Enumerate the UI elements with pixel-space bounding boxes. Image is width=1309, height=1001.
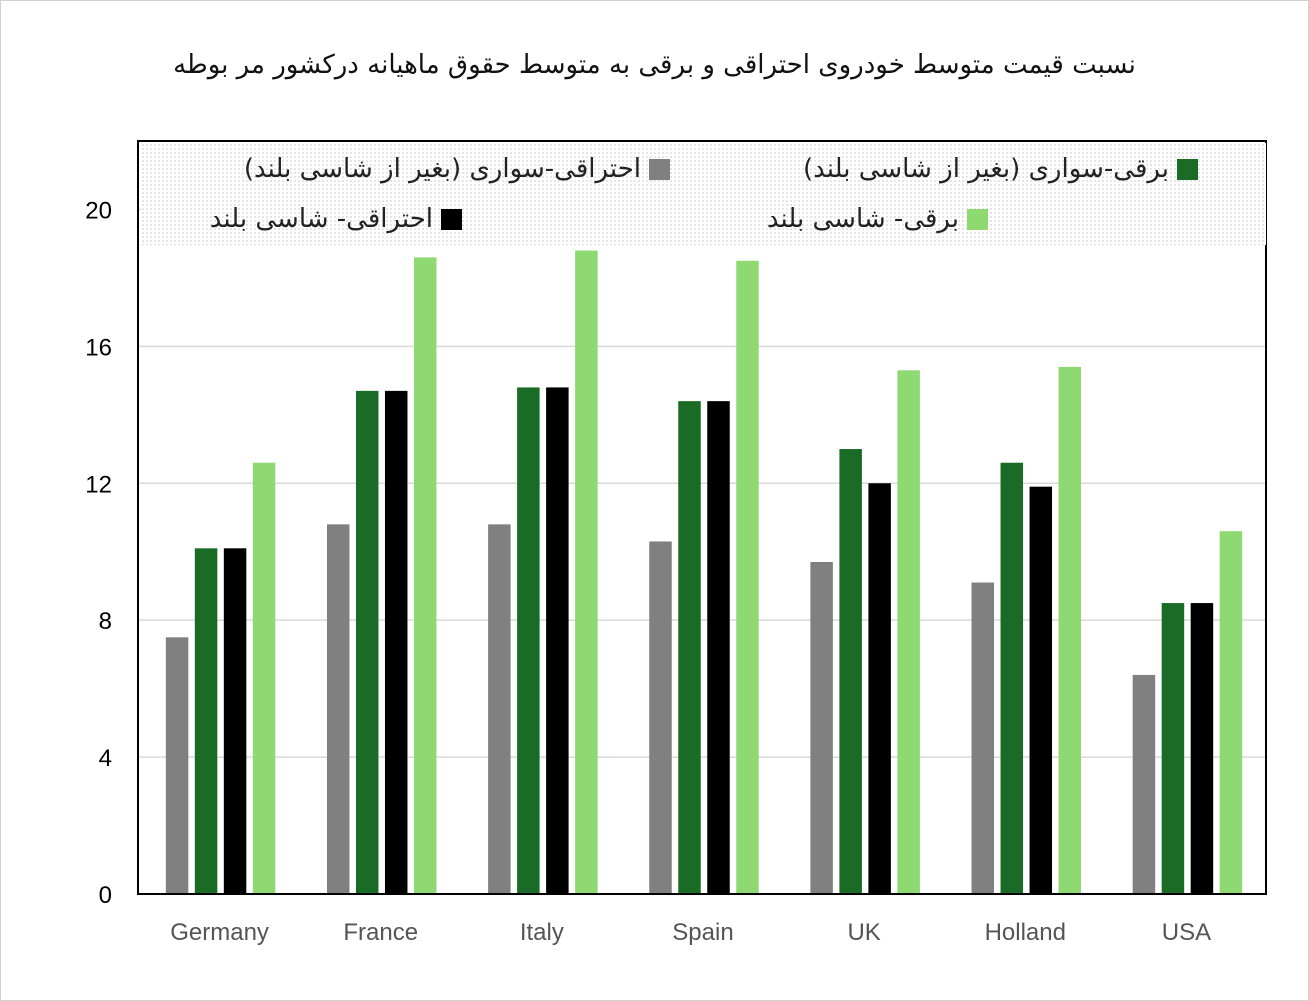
bar-germany-series-3 <box>223 548 247 894</box>
bar-usa-series-3 <box>1190 603 1214 894</box>
axis-labels: 0 4 8 12 16 20 Germany France Italy Spain UK Hollan… <box>85 197 1211 946</box>
bar-uk-series-1 <box>810 561 833 894</box>
legend-swatch <box>441 208 462 230</box>
y-tick-label: 16 <box>85 334 112 361</box>
bar-italy-series-2 <box>517 387 540 894</box>
bar-usa-series-4 <box>1219 531 1243 894</box>
legend-item-combustion-suv: احتراقی- شاسی بلند <box>210 199 462 239</box>
bar-france-series-1 <box>326 524 350 894</box>
y-tick-label: 8 <box>99 608 112 635</box>
legend-swatch <box>967 208 988 230</box>
bar-uk-series-3 <box>868 483 891 894</box>
x-category-label: Spain <box>672 919 733 946</box>
y-tick-label: 4 <box>99 745 112 772</box>
legend-label: احتراقی- شاسی بلند <box>209 204 433 234</box>
bar-france-series-2 <box>355 390 379 894</box>
bar-germany-series-1 <box>165 637 189 894</box>
bar-germany-series-4 <box>252 462 276 894</box>
legend-item-combustion-sedan: احتراقی-سواری (بغیر از شاسی بلند) <box>244 149 670 189</box>
chart-title: نسبت قیمت متوسط خودروی احتراقی و برقی به… <box>173 50 1136 80</box>
x-category-label: UK <box>847 919 880 946</box>
legend-label: برقی- شاسی بلند <box>766 204 959 234</box>
bar-holland-series-3 <box>1029 486 1053 894</box>
bar-holland-series-1 <box>971 582 995 894</box>
bar-spain-series-4 <box>736 260 759 895</box>
legend-label: احتراقی-سواری (بغیر از شاسی بلند) <box>243 154 641 184</box>
bar-italy-series-1 <box>488 524 511 894</box>
legend-swatch <box>649 158 670 180</box>
legend: احتراقی-سواری (بغیر از شاسی بلند) برقی-س… <box>141 143 1266 245</box>
bar-uk-series-4 <box>897 370 920 894</box>
x-category-label: Germany <box>170 919 269 946</box>
legend-label: برقی-سواری (بغیر از شاسی بلند) <box>802 154 1169 184</box>
bar-spain-series-1 <box>649 541 672 894</box>
bar-italy-series-4 <box>575 250 598 894</box>
bar-germany-series-2 <box>194 548 218 894</box>
bar-spain-series-3 <box>707 401 730 894</box>
bar-usa-series-2 <box>1161 603 1185 894</box>
bar-holland-series-2 <box>1000 462 1024 894</box>
bar-usa-series-1 <box>1132 674 1156 894</box>
y-tick-label: 20 <box>85 197 112 224</box>
bar-france-series-3 <box>384 390 408 894</box>
bar-italy-series-3 <box>546 387 569 894</box>
bar-france-series-4 <box>413 257 437 894</box>
grid-lines <box>138 208 1266 758</box>
legend-item-electric-sedan: برقی-سواری (بغیر از شاسی بلند) <box>803 149 1198 189</box>
bars <box>165 250 1243 895</box>
legend-swatch <box>1177 158 1198 180</box>
plot-border <box>137 140 1267 895</box>
x-category-label: Italy <box>520 919 564 946</box>
legend-item-electric-suv: برقی- شاسی بلند <box>767 199 988 239</box>
bar-uk-series-2 <box>839 449 862 894</box>
y-tick-label: 0 <box>99 882 112 909</box>
x-category-label: USA <box>1162 919 1211 946</box>
x-category-label: Holland <box>985 919 1066 946</box>
x-category-label: France <box>343 919 418 946</box>
bar-holland-series-4 <box>1058 366 1082 894</box>
bar-spain-series-2 <box>678 401 701 894</box>
y-tick-label: 12 <box>85 471 112 498</box>
